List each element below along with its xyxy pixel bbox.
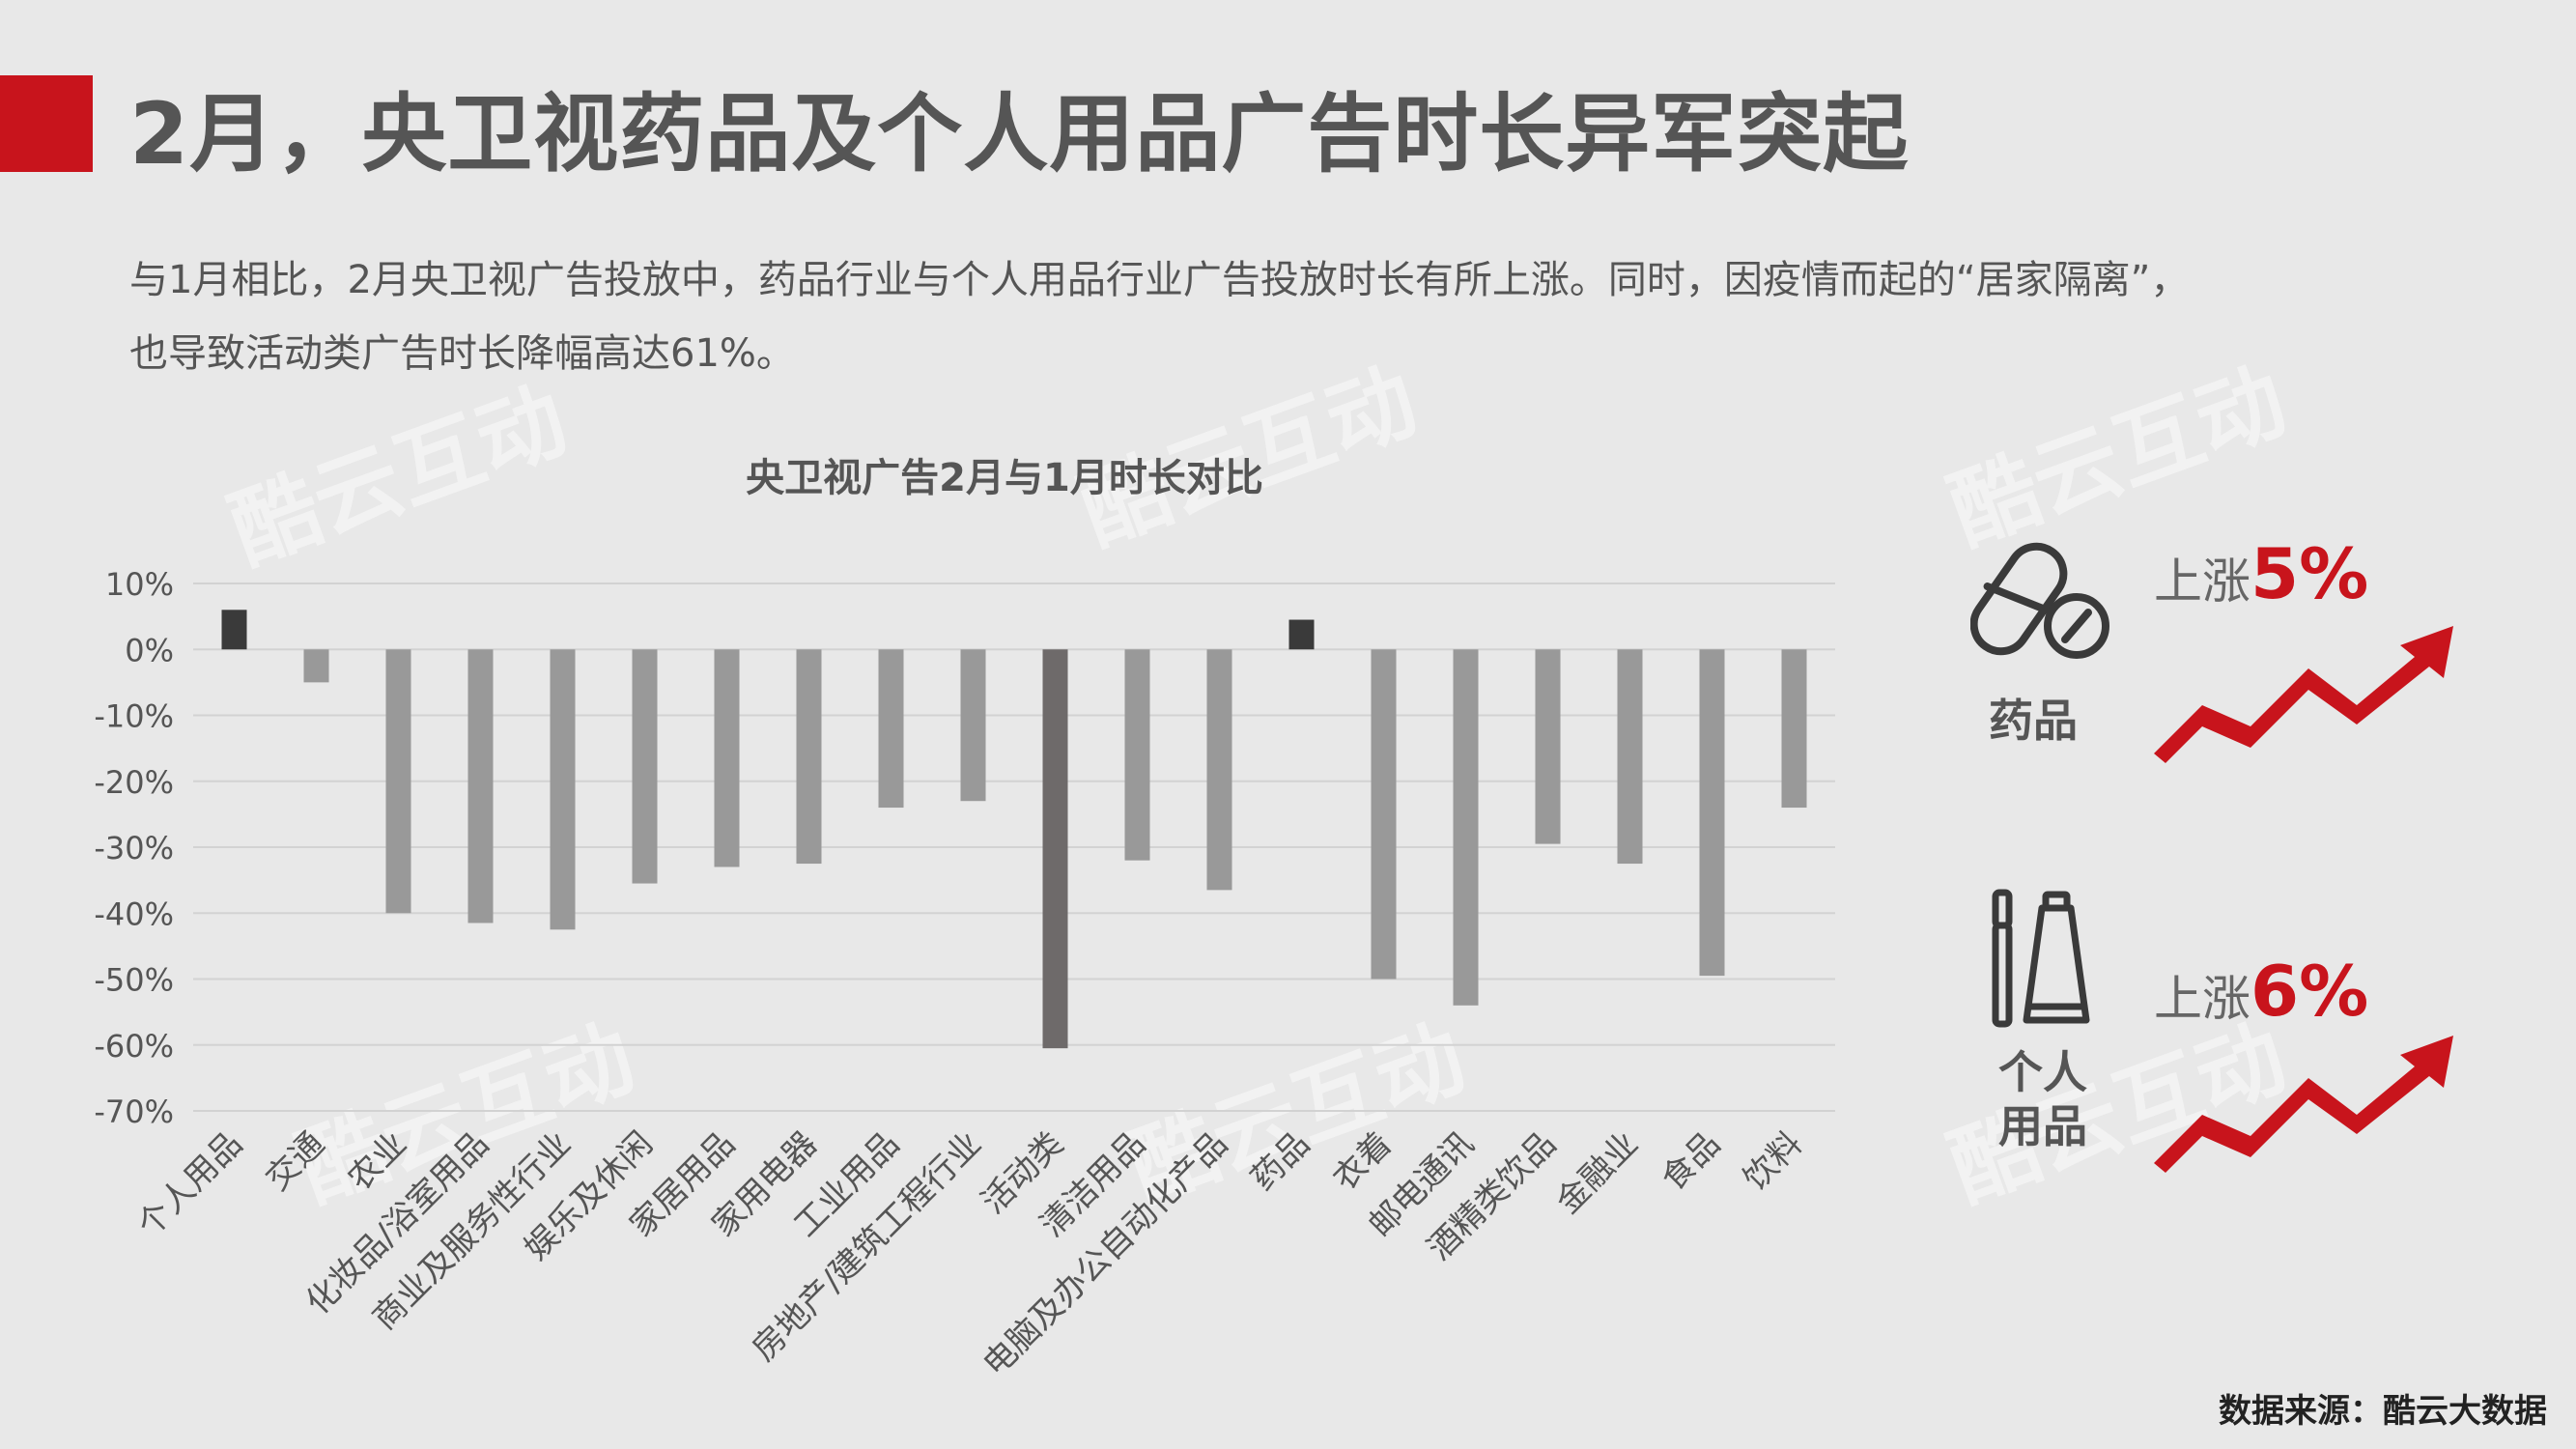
bar	[1617, 649, 1643, 865]
bar	[1699, 649, 1725, 977]
bar	[221, 610, 247, 650]
bar	[878, 649, 904, 809]
bar	[1288, 619, 1315, 650]
y-tick-label: -20%	[94, 764, 174, 801]
bar	[1781, 649, 1807, 809]
pill-icon	[1970, 542, 2109, 659]
bar	[1124, 649, 1150, 861]
bar	[1206, 649, 1232, 891]
y-tick-label: 10%	[105, 566, 174, 603]
bar	[960, 649, 986, 802]
x-tick-label: 金融业	[1548, 1124, 1645, 1221]
drug-rise-text: 上涨5%	[2154, 533, 2368, 614]
bar	[1042, 649, 1068, 1049]
y-tick-label: -60%	[94, 1028, 174, 1065]
bar	[303, 649, 329, 683]
toiletries-icon	[1992, 889, 2090, 1028]
y-tick-label: -40%	[94, 895, 174, 932]
bar	[796, 649, 822, 865]
personal-care-rise-value: 6%	[2250, 951, 2369, 1032]
x-tick-label: 食品	[1654, 1124, 1727, 1198]
bar	[714, 649, 740, 867]
x-tick-label: 农业	[340, 1124, 413, 1198]
y-tick-label: 0%	[125, 632, 174, 668]
bar	[467, 649, 494, 923]
description-line-2: 也导致活动类广告时长降幅高达61%。	[129, 331, 795, 376]
page-title: 2月，央卫视药品及个人用品广告时长异军突起	[129, 84, 1910, 184]
bar	[1453, 649, 1479, 1006]
personal-care-rise-text: 上涨6%	[2154, 951, 2368, 1032]
x-tick-label: 个人用品	[129, 1124, 249, 1244]
chart-title: 央卫视广告2月与1月时长对比	[746, 456, 1263, 500]
x-tick-label: 饮料	[1736, 1124, 1809, 1198]
data-source: 数据来源：酷云大数据	[2219, 1392, 2547, 1431]
drug-rise-prefix: 上涨	[2154, 554, 2250, 610]
x-tick-label: 交通	[258, 1124, 331, 1198]
description-line-1: 与1月相比，2月央卫视广告投放中，药品行业与个人用品行业广告投放时长有所上涨。同…	[129, 258, 2190, 302]
y-tick-label: -30%	[94, 830, 174, 867]
drug-rise-value: 5%	[2250, 533, 2369, 614]
y-tick-label: -70%	[94, 1094, 174, 1130]
y-tick-label: -10%	[94, 698, 174, 735]
bar	[1371, 649, 1397, 980]
personal-care-rise-prefix: 上涨	[2154, 971, 2250, 1027]
drug-label: 药品	[1989, 695, 2078, 747]
bar	[550, 649, 576, 930]
description: 与1月相比，2月央卫视广告投放中，药品行业与个人用品行业广告投放时长有所上涨。同…	[129, 243, 2467, 390]
rising-arrow-icon	[2154, 626, 2453, 763]
bar	[632, 649, 658, 884]
x-tick-label: 衣着	[1325, 1124, 1399, 1198]
x-tick-label: 药品	[1243, 1124, 1316, 1198]
bar-chart: 10% 0% -10% -20% -30% -40% -50% -60% -70%个人用品 交通农…	[94, 566, 1835, 1384]
title-accent-bar	[0, 75, 93, 172]
bar	[1535, 649, 1561, 844]
rising-arrow-icon	[2154, 1036, 2453, 1173]
personal-care-label: 个人 用品	[1998, 1046, 2087, 1152]
bar	[385, 649, 411, 914]
y-tick-label: -50%	[94, 962, 174, 999]
